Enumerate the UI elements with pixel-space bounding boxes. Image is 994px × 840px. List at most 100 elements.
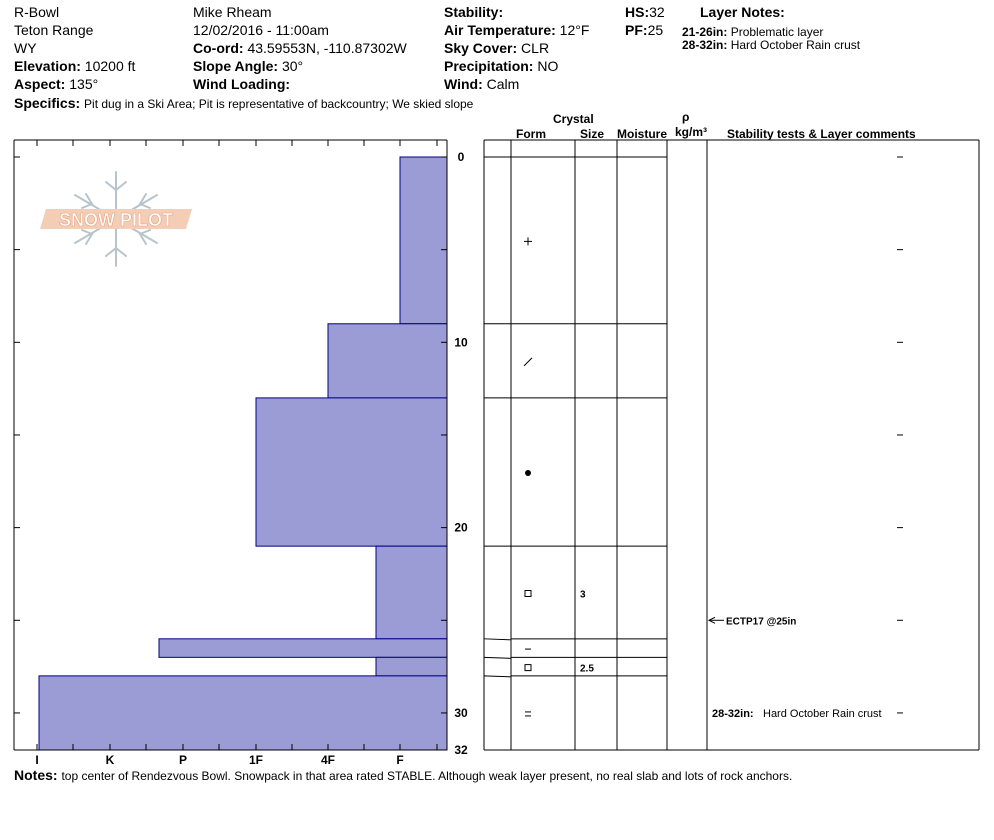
hardness-layer bbox=[327, 323, 448, 399]
crystal-row bbox=[523, 357, 533, 367]
moisture-header: Moisture bbox=[617, 127, 668, 141]
specifics-value: Pit dug in a Ski Area; Pit is representa… bbox=[84, 97, 474, 111]
crystal-form-symbol bbox=[524, 664, 532, 672]
hardness-tick-label: 1F bbox=[249, 753, 263, 767]
precip-value: NO bbox=[537, 58, 559, 74]
aspect-value: 135° bbox=[69, 76, 99, 92]
crystal-row bbox=[525, 470, 531, 477]
hardness-tick-label: P bbox=[179, 753, 187, 767]
layer-comment-text: Hard October Rain crust bbox=[763, 708, 882, 720]
layer-notes-title: Layer Notes: bbox=[700, 4, 785, 20]
hardness-frame bbox=[13, 139, 448, 751]
precip-field: Precipitation: NO bbox=[444, 58, 558, 74]
hardness-layer bbox=[375, 545, 448, 640]
wind-field: Wind: Calm bbox=[444, 76, 519, 92]
stability-test-label: ECTP17 @25in bbox=[726, 616, 796, 627]
layer-note: 21-26in: Problematic layer bbox=[682, 24, 823, 40]
crystal-form-symbol bbox=[523, 357, 533, 367]
sky-cover-value: CLR bbox=[521, 40, 550, 56]
slope-field: Slope Angle: 30° bbox=[193, 58, 303, 74]
hardness-tick-label: 4F bbox=[321, 753, 335, 767]
wind-loading-field: Wind Loading: bbox=[193, 76, 290, 92]
stability-field: Stability: bbox=[444, 4, 503, 20]
hardness-layers bbox=[38, 156, 448, 751]
crystal-row: 2.5 bbox=[524, 664, 594, 675]
depth-tick-label: 20 bbox=[454, 521, 468, 535]
hardness-tick-label: I bbox=[35, 753, 38, 767]
crystal-form-symbol bbox=[525, 470, 531, 477]
layer-connector bbox=[483, 675, 512, 678]
air-temp-field: Air Temperature: 12°F bbox=[444, 22, 589, 38]
rho-header: ρ bbox=[682, 110, 690, 124]
sky-cover-field: Sky Cover: CLR bbox=[444, 40, 549, 56]
observation-datetime: 12/02/2016 - 11:00am bbox=[193, 22, 329, 38]
aspect-field: Aspect: 135° bbox=[14, 76, 98, 92]
crystal-header: Crystal bbox=[553, 112, 594, 126]
hardness-tick-label: K bbox=[106, 753, 115, 767]
slope-label: Slope Angle: bbox=[193, 58, 279, 74]
hardness-tick-label: F bbox=[396, 753, 403, 767]
sky-cover-label: Sky Cover: bbox=[444, 40, 518, 56]
aspect-label: Aspect: bbox=[14, 76, 66, 92]
hardness-layer bbox=[38, 675, 448, 751]
elevation-label: Elevation: bbox=[14, 58, 81, 74]
range-name: Teton Range bbox=[14, 22, 94, 38]
hs-value: 32 bbox=[649, 4, 665, 20]
location-name: R-Bowl bbox=[14, 4, 60, 20]
hardness-layer bbox=[255, 397, 448, 547]
air-temp-value: 12°F bbox=[559, 22, 590, 38]
layer-note-text: Problematic layer bbox=[730, 25, 824, 39]
crystal-row bbox=[525, 711, 531, 717]
depth-axis: 0 10 20 30 32 bbox=[14, 150, 903, 757]
notes-label: Notes: bbox=[14, 767, 58, 783]
wind-value: Calm bbox=[486, 76, 520, 92]
comments-header: Stability tests & Layer comments bbox=[727, 127, 916, 141]
coord-label: Co-ord: bbox=[193, 40, 244, 56]
density-unit-header: kg/m³ bbox=[675, 125, 708, 139]
layer-comment-range: 28-32in: bbox=[712, 708, 754, 720]
crystal-row: 3 bbox=[524, 589, 586, 600]
hardness-layer bbox=[375, 656, 448, 677]
notes-value: top center of Rendezvous Bowl. Snowpack … bbox=[61, 769, 793, 783]
pf-label: PF: bbox=[625, 22, 648, 38]
slope-value: 30° bbox=[281, 58, 304, 74]
crystal-size: 3 bbox=[580, 589, 586, 600]
layer-connector bbox=[483, 656, 512, 659]
crystal-row bbox=[524, 237, 532, 246]
hs-label: HS: bbox=[625, 4, 650, 20]
coord-field: Co-ord: 43.59553N, -110.87302W bbox=[193, 40, 407, 56]
depth-tick-label: 30 bbox=[454, 706, 468, 720]
stability-label: Stability: bbox=[444, 4, 504, 20]
specifics-field: Specifics: Pit dug in a Ski Area; Pit is… bbox=[14, 95, 473, 112]
specifics-label: Specifics: bbox=[14, 95, 81, 111]
stability-test-arrowhead bbox=[707, 616, 716, 624]
coord-value: 43.59553N, -110.87302W bbox=[247, 40, 407, 56]
layer-connector bbox=[483, 638, 512, 641]
layer-note-range: 28-32in: bbox=[682, 38, 728, 52]
stability-tests: ECTP17 @25in 28-32in: Hard October Rain cr… bbox=[707, 616, 882, 720]
layer-note: 28-32in: Hard October Rain crust bbox=[682, 37, 860, 53]
layer-note-range: 21-26in: bbox=[682, 25, 728, 39]
hardness-layer bbox=[399, 156, 448, 325]
hardness-layer bbox=[158, 638, 448, 658]
depth-tick-label: 0 bbox=[458, 150, 465, 164]
air-temp-label: Air Temperature: bbox=[444, 22, 556, 38]
hardness-axis: I K P 1F 4F F bbox=[35, 140, 438, 767]
layer-note-text: Hard October Rain crust bbox=[730, 38, 861, 52]
depth-tick-label: 32 bbox=[454, 743, 468, 757]
crystal-size: 2.5 bbox=[580, 664, 594, 675]
crystal-table-rows: 32.5 bbox=[483, 156, 667, 717]
wind-label: Wind: bbox=[444, 76, 483, 92]
observer-name: Mike Rheam bbox=[193, 4, 272, 20]
precip-label: Precipitation: bbox=[444, 58, 534, 74]
crystal-form-symbol bbox=[524, 589, 532, 597]
elevation-field: Elevation: 10200 ft bbox=[14, 58, 135, 74]
pf-value: 25 bbox=[647, 22, 664, 38]
form-header: Form bbox=[516, 127, 546, 141]
wind-loading-label: Wind Loading: bbox=[193, 76, 291, 92]
depth-tick-label: 10 bbox=[454, 335, 468, 349]
notes-field: Notes: top center of Rendezvous Bowl. Sn… bbox=[14, 767, 792, 784]
size-header: Size bbox=[580, 127, 605, 141]
pf-field: PF:25 bbox=[625, 22, 663, 38]
